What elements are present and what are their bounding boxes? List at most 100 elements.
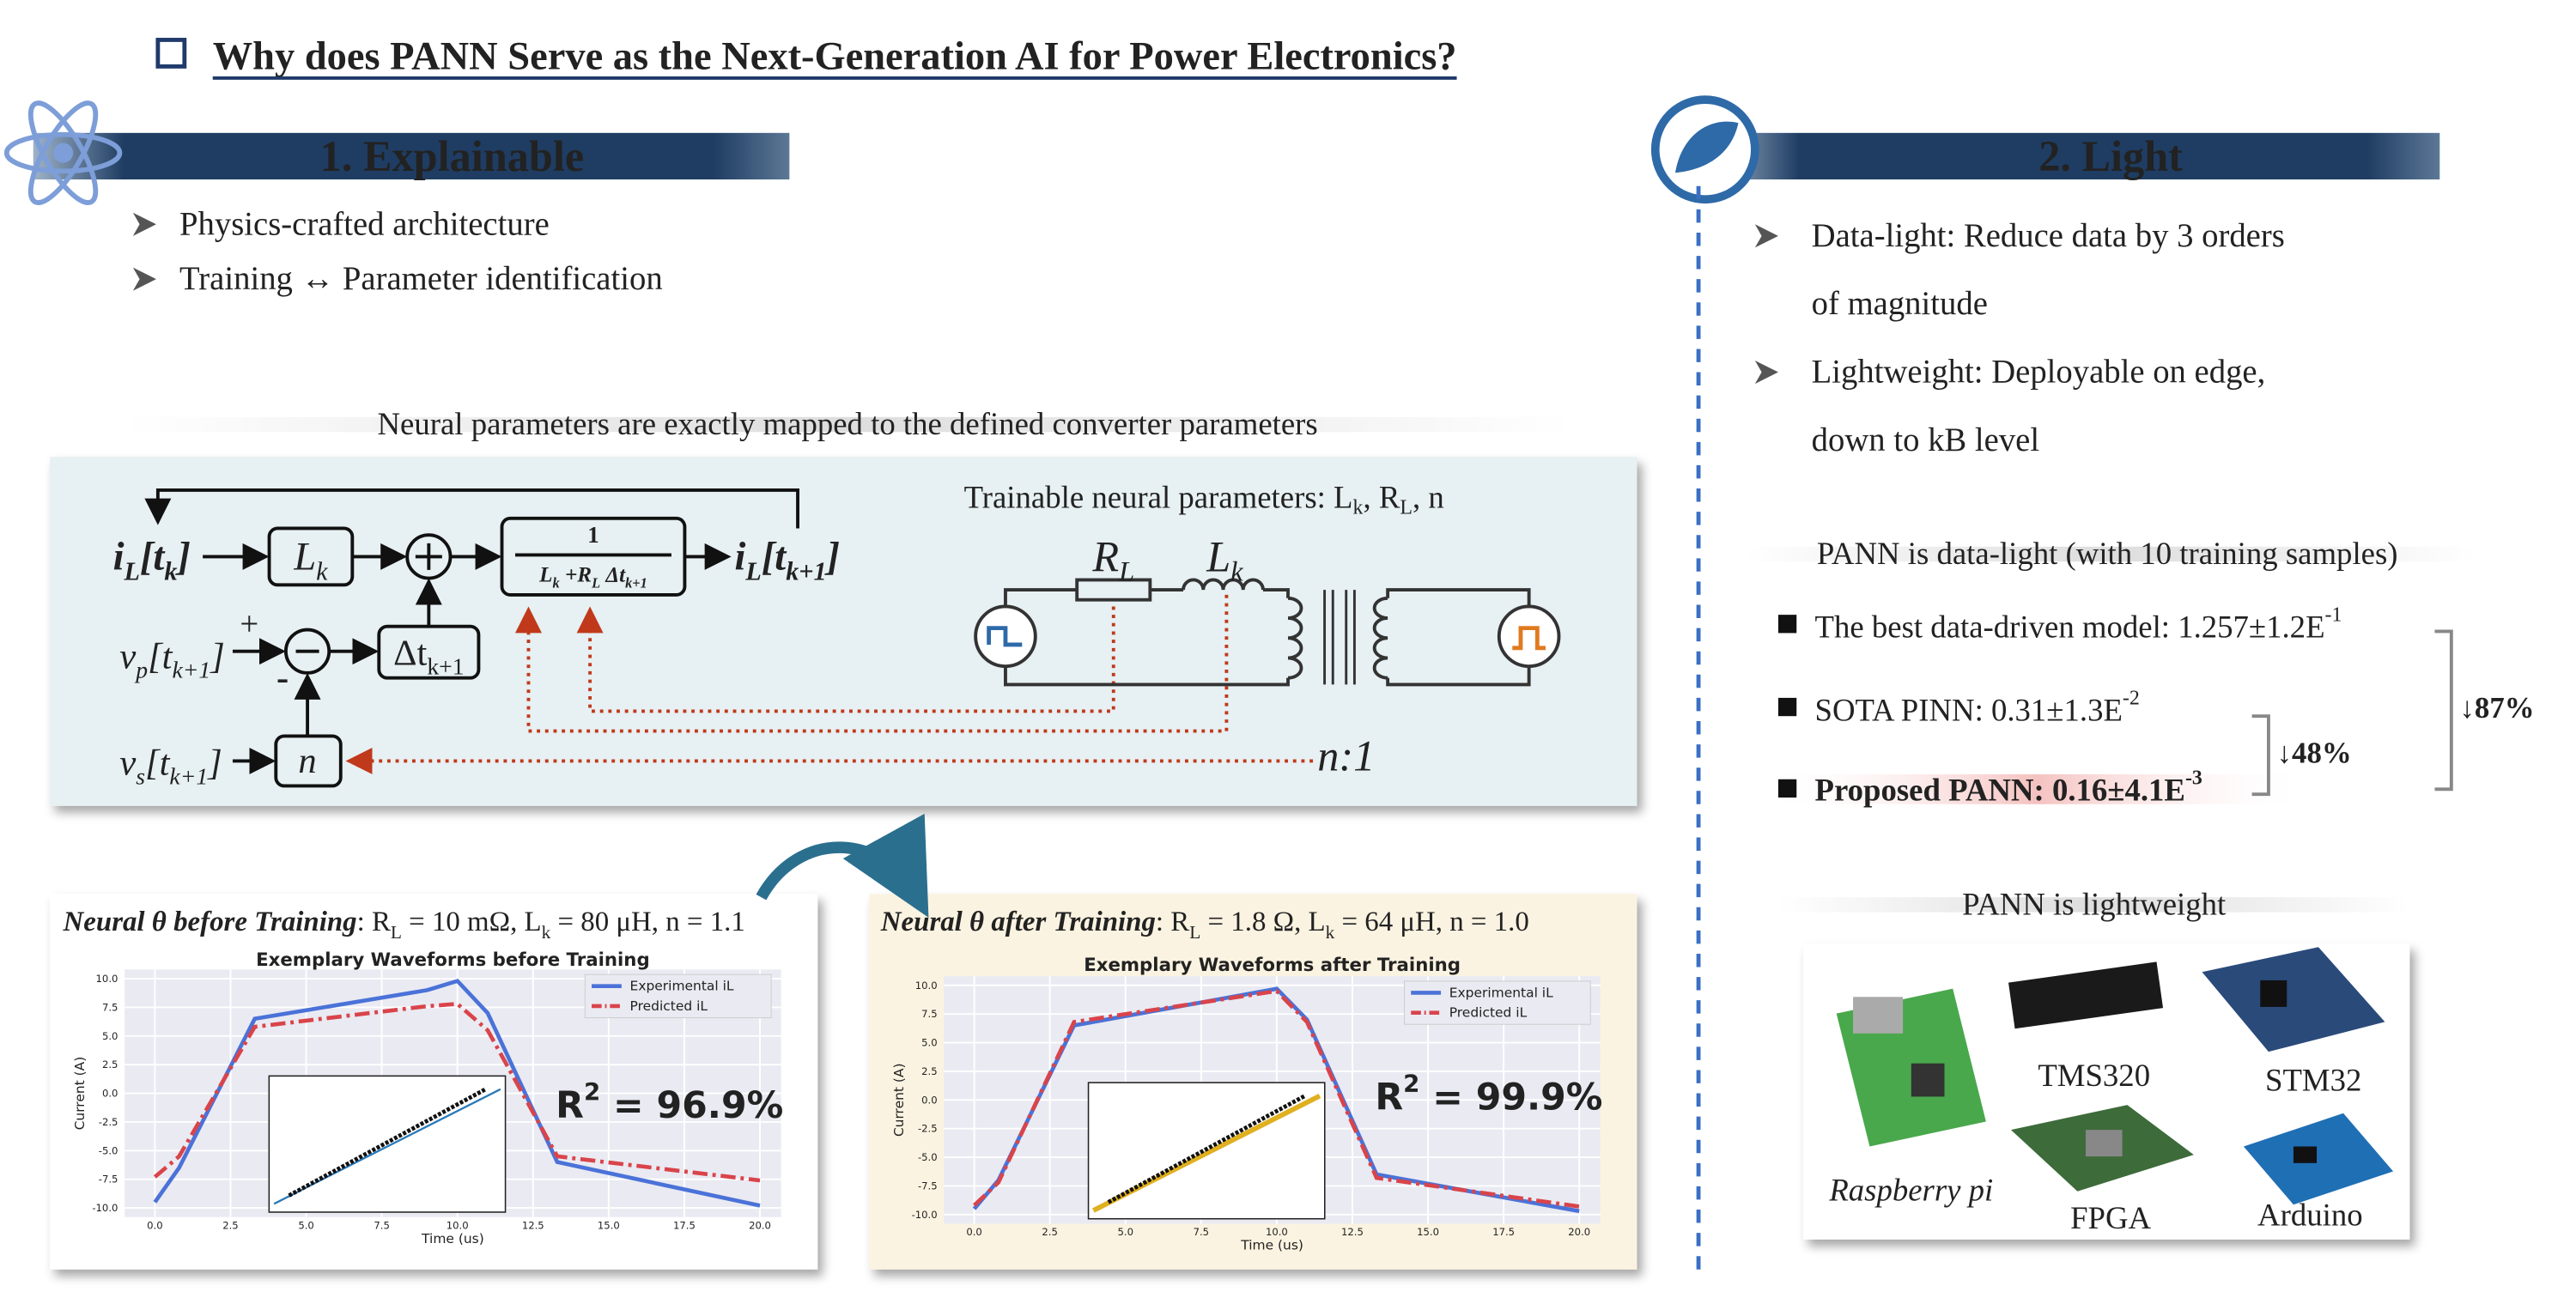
text-part: v <box>119 636 136 676</box>
subscript: k <box>1353 497 1364 519</box>
y-tick-label: -10.0 <box>912 1209 938 1221</box>
legend <box>1403 980 1591 1025</box>
diagram-label: Lk <box>1206 532 1243 587</box>
y-axis-label: Current (A) <box>891 1063 907 1137</box>
y-tick-label: -10.0 <box>92 1202 118 1214</box>
text-part: R <box>556 1084 584 1127</box>
diagram-label: iL[tk+1] <box>734 535 840 586</box>
title: Why does PANN Serve as the Next-Generati… <box>213 34 1457 78</box>
device-label: STM32 <box>2265 1063 2361 1098</box>
subscript: p <box>134 657 148 683</box>
subscript: L <box>391 922 402 943</box>
y-axis-label: Current (A) <box>72 1057 88 1131</box>
subscript: k <box>164 556 177 585</box>
subscript: L <box>1189 922 1200 943</box>
result: The best data-driven model: 1.257±1.2E-1 <box>1815 604 2342 645</box>
subscript: L <box>744 556 761 585</box>
superscript: -1 <box>2325 604 2342 627</box>
x-tick-label: 12.5 <box>1341 1226 1364 1238</box>
diagram-label: 1 <box>587 522 599 548</box>
diagram-label: iL[tk] <box>113 535 191 586</box>
device-label: Arduino <box>2257 1197 2363 1232</box>
y-tick-label: 5.0 <box>921 1037 937 1049</box>
y-tick-label: -5.0 <box>918 1151 938 1163</box>
diagram-label: vs[tk+1] <box>119 743 222 790</box>
text-part: L <box>1206 532 1230 580</box>
diagram-label: vp[tk+1] <box>119 636 225 683</box>
text-part: = 96.9% <box>600 1084 783 1127</box>
text-part: +R <box>560 563 592 586</box>
x-tick-label: 15.0 <box>598 1219 620 1231</box>
text-part: , n <box>1413 479 1444 514</box>
subscript: k+1 <box>786 556 826 585</box>
y-tick-label: 7.5 <box>921 1008 937 1020</box>
y-tick-label: 0.0 <box>921 1094 937 1106</box>
diagram-label: Trainable neural parameters: Lk, RL, n <box>964 479 1444 519</box>
diagram-label: Lk <box>293 535 328 586</box>
subscript: k <box>1230 556 1243 587</box>
text-part: i <box>113 535 125 579</box>
subscript: L <box>124 556 140 585</box>
caption: Neural parameters are exactly mapped to … <box>377 406 1317 441</box>
diagram-label: - <box>276 658 289 698</box>
text-part: [t <box>140 535 166 579</box>
legend-label: Predicted iL <box>630 998 708 1014</box>
x-tick-label: 5.0 <box>1118 1226 1133 1238</box>
x-tick-label: 0.0 <box>966 1226 981 1238</box>
text-part: = 80 μH, n = 1.1 <box>550 907 745 937</box>
legend <box>584 974 772 1018</box>
series-line <box>972 988 1580 1209</box>
bullet: down to kB level <box>1812 422 2039 458</box>
panel-params: : RL = 1.8 Ω, Lk = 64 μH, n = 1.0 <box>1156 907 1529 943</box>
y-tick-label: -7.5 <box>918 1180 938 1192</box>
diagram-label: n:1 <box>1317 732 1375 780</box>
section-heading: 2. Light <box>2038 132 2183 180</box>
text-part: L <box>293 535 316 579</box>
diagram-label: n <box>298 741 316 781</box>
text-part: v <box>119 743 136 783</box>
panel-lead: Neural θ before Training <box>63 907 357 937</box>
y-tick-label: 10.0 <box>915 980 938 992</box>
x-tick-label: 17.5 <box>673 1219 696 1231</box>
subscript: k <box>1326 922 1335 943</box>
text-part: = 99.9% <box>1419 1076 1602 1119</box>
text-part: [t <box>145 743 171 783</box>
series-line <box>153 1002 761 1183</box>
caption: PANN is data-light (with 10 training sam… <box>1817 536 2398 571</box>
text-part: [t <box>762 535 787 579</box>
x-tick-label: 10.0 <box>1266 1226 1288 1238</box>
text-part: [t <box>148 636 173 676</box>
x-tick-label: 20.0 <box>749 1219 771 1231</box>
text-part: ] <box>206 743 222 783</box>
y-tick-label: -5.0 <box>99 1144 118 1156</box>
x-tick-label: 2.5 <box>1042 1226 1057 1238</box>
x-tick-label: 12.5 <box>522 1219 544 1231</box>
text-part: , R <box>1363 479 1400 514</box>
x-tick-label: 7.5 <box>374 1219 389 1231</box>
subscript: k <box>553 575 561 591</box>
subscript: L <box>1118 556 1134 587</box>
text-part: R <box>1375 1076 1403 1119</box>
subscript: k <box>542 922 551 943</box>
legend-label: Predicted iL <box>1449 1005 1528 1021</box>
y-tick-label: 2.5 <box>102 1058 118 1071</box>
device-label: Raspberry pi <box>1828 1172 1993 1207</box>
diagram-label: Δtk+1 <box>393 633 464 680</box>
text-part: SOTA PINN: 0.31±1.3E <box>1815 692 2123 727</box>
legend-label: Experimental iL <box>630 979 734 994</box>
y-tick-label: 7.5 <box>102 1001 118 1013</box>
diagram-label: Lk +RL Δtk+1 <box>538 563 647 591</box>
subscript: L <box>1400 497 1413 519</box>
annotation: R2 = 99.9% <box>1375 1069 1602 1119</box>
x-tick-label: 20.0 <box>1568 1226 1590 1238</box>
superscript: 2 <box>1403 1069 1419 1097</box>
text-part: : R <box>1156 907 1189 937</box>
caption: PANN is lightweight <box>1962 886 2226 921</box>
device-label: FPGA <box>2070 1200 2151 1235</box>
text-part: : R <box>357 907 391 937</box>
text-part: Δt <box>600 563 626 586</box>
subscript: L <box>591 575 600 591</box>
x-tick-label: 17.5 <box>1492 1226 1515 1238</box>
